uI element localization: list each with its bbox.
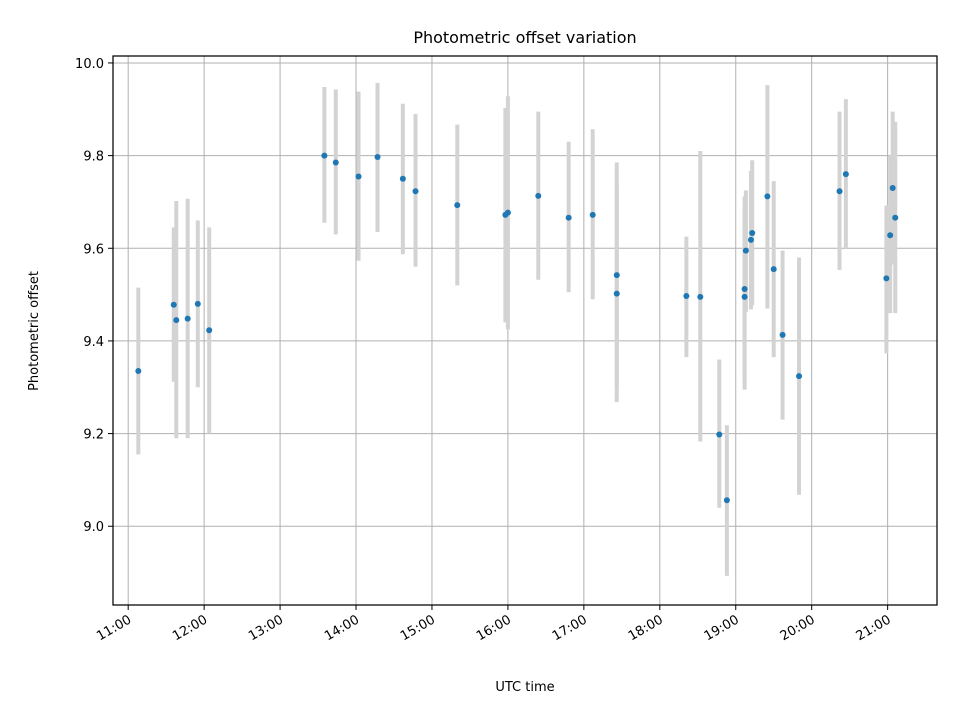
plot-frame	[112, 55, 938, 606]
y-tick-label: 9.0	[83, 520, 104, 535]
data-point	[374, 153, 381, 160]
data-point	[723, 497, 730, 504]
data-point	[399, 175, 406, 182]
data-point	[194, 300, 201, 307]
data-point	[454, 202, 461, 209]
data-point	[535, 192, 542, 199]
data-point	[613, 272, 620, 279]
data-point	[889, 185, 896, 192]
data-point	[589, 211, 596, 218]
data-point	[747, 236, 754, 243]
y-axis-ticks: 9.0 9.2 9.4 9.6 9.8 10.0	[75, 57, 113, 535]
data-point	[565, 214, 572, 221]
data-point	[741, 286, 748, 293]
y-tick-label: 9.8	[83, 150, 104, 165]
y-tick-label: 9.6	[83, 242, 104, 257]
data-point	[836, 188, 843, 195]
data-point	[321, 152, 328, 159]
data-point	[135, 368, 142, 375]
data-point	[170, 301, 177, 308]
data-points	[135, 152, 899, 504]
y-tick-label: 9.2	[83, 428, 104, 443]
data-point	[355, 173, 362, 180]
chart-title: Photometric offset variation	[413, 28, 636, 47]
data-point	[741, 293, 748, 300]
y-axis-label: Photometric offset	[27, 271, 42, 391]
data-point	[716, 431, 723, 438]
data-point	[184, 315, 191, 322]
data-point	[892, 214, 899, 221]
x-axis-label: UTC time	[495, 680, 554, 695]
y-tick-label: 10.0	[75, 57, 104, 72]
data-point	[697, 293, 704, 300]
data-point	[883, 275, 890, 282]
data-point	[770, 266, 777, 273]
data-point	[764, 193, 771, 200]
data-point	[412, 188, 419, 195]
data-point	[749, 229, 756, 236]
y-tick-label: 9.4	[83, 335, 104, 350]
data-point	[613, 290, 620, 297]
data-point	[683, 292, 690, 299]
data-point	[887, 232, 894, 239]
data-point	[796, 373, 803, 380]
data-point	[742, 247, 749, 254]
data-point	[842, 171, 849, 178]
data-point	[332, 159, 339, 166]
data-point	[173, 317, 180, 324]
data-point	[206, 327, 213, 334]
data-point	[504, 209, 511, 216]
data-point	[779, 331, 786, 338]
